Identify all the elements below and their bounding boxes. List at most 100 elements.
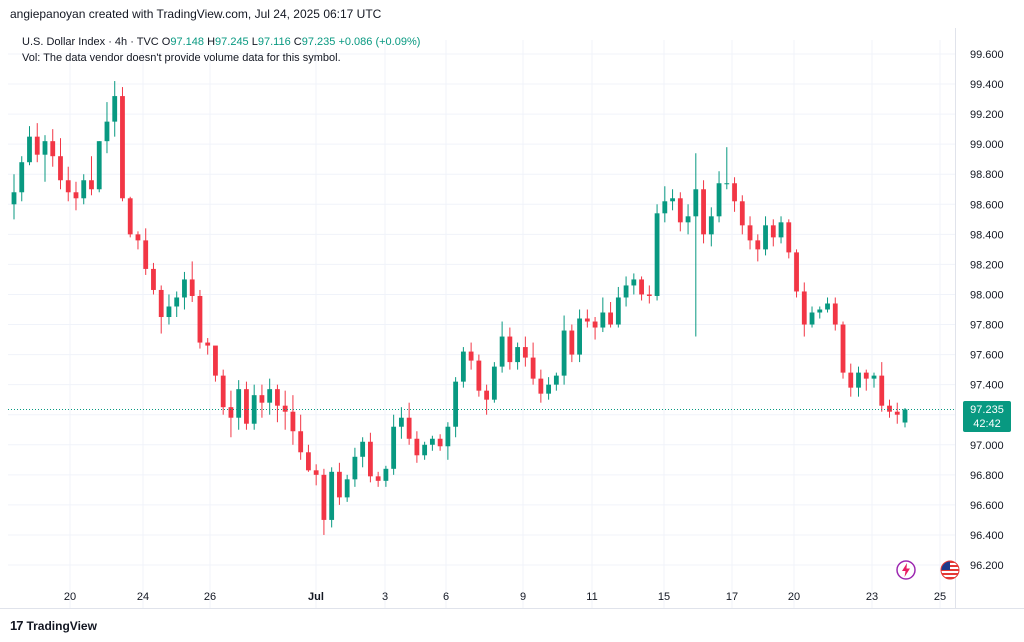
last-price-value: 97.235 [970,404,1004,416]
candle [89,156,94,196]
brand-name: TradingView [26,618,97,633]
candle [135,231,141,250]
candle-body [708,216,714,235]
candle-body [398,417,404,427]
candle-body [747,225,753,241]
candle [236,380,242,430]
candle-body [259,395,265,403]
candle-body [840,324,846,373]
tradingview-footer[interactable]: 17 TradingView [10,618,97,633]
candle [693,153,699,337]
candle [375,471,381,487]
candle-body [848,372,854,388]
candle-body [499,336,505,367]
candle-body [337,471,342,498]
candle [832,297,838,331]
candle-body [778,222,784,238]
candle [182,271,187,310]
y-tick-label: 99.000 [970,139,1004,151]
candle [367,432,373,483]
candle-body [313,470,319,475]
candle [383,465,389,487]
candle [670,189,675,211]
us-flag-icon[interactable] [940,560,960,580]
candle [197,289,203,349]
y-tick-label: 98.200 [970,259,1004,271]
chart-attribution: angiepanoyan created with TradingView.co… [10,7,382,21]
candle [27,126,32,166]
candle-body [530,357,536,379]
candle [422,441,428,460]
candle-body [832,303,838,325]
candle [112,81,118,137]
candle [460,347,466,388]
candle-body [445,426,451,447]
candle [887,399,892,418]
candle-body [11,192,17,205]
candle [561,315,567,385]
candle-body [592,321,598,328]
y-tick-label: 99.600 [970,49,1004,61]
candle-body [515,347,521,363]
candle [127,196,133,238]
candle-body [27,136,32,163]
candle [166,294,172,325]
candle-body [120,96,125,199]
y-tick-label: 98.600 [970,199,1004,211]
lightning-icon[interactable] [896,560,916,580]
candle-body [174,297,180,307]
candle-body [732,183,737,202]
candle-body [460,351,466,382]
candle-body [135,234,141,241]
candle [770,219,776,247]
candle-body [391,426,397,469]
candle-body [34,136,40,155]
price-axis: 99.600 99.400 99.200 99.000 98.800 98.600 98.4… [970,49,1004,572]
candle-body [491,366,497,400]
candle-body [422,444,428,456]
candle-body [561,330,567,376]
candle-body [763,225,768,250]
candle-body [50,141,56,157]
candle-body [569,330,575,355]
candle-body [360,441,366,457]
x-tick-label: 9 [520,591,526,603]
candle-body [96,141,102,190]
x-tick-label: 25 [934,591,946,603]
close-value: 97.235 [301,36,336,48]
candle [801,282,807,337]
x-tick-label: 17 [726,591,738,603]
candle-body [902,409,908,423]
candle [414,431,420,463]
candle [569,324,575,363]
candle [298,414,304,460]
candle-body [863,372,869,379]
candle-body [375,476,381,481]
candle [437,434,443,451]
candle-body [244,389,249,424]
candle-body [182,279,187,298]
x-tick-label: 23 [866,591,878,603]
candle [306,444,311,472]
candle [406,402,412,445]
candle-body [701,189,706,235]
candle [476,354,482,397]
symbol-name[interactable]: U.S. Dollar Index · 4h · TVC [22,36,159,48]
time-axis: 20 24 26 Jul 3 6 9 11 15 17 20 23 25 [64,591,946,603]
candle [267,378,273,415]
candle [600,297,606,333]
candle [794,249,799,298]
candle [282,390,288,430]
x-tick-label: 11 [586,591,597,603]
candle-body [406,417,412,439]
candle [81,174,87,205]
low-label: L [251,36,258,48]
open-value: 97.148 [170,36,205,48]
candle [786,219,792,259]
candle-body [871,375,877,379]
candle-body [538,378,544,394]
candle-body [290,411,296,432]
candle [708,207,714,247]
candle-body [786,222,792,253]
